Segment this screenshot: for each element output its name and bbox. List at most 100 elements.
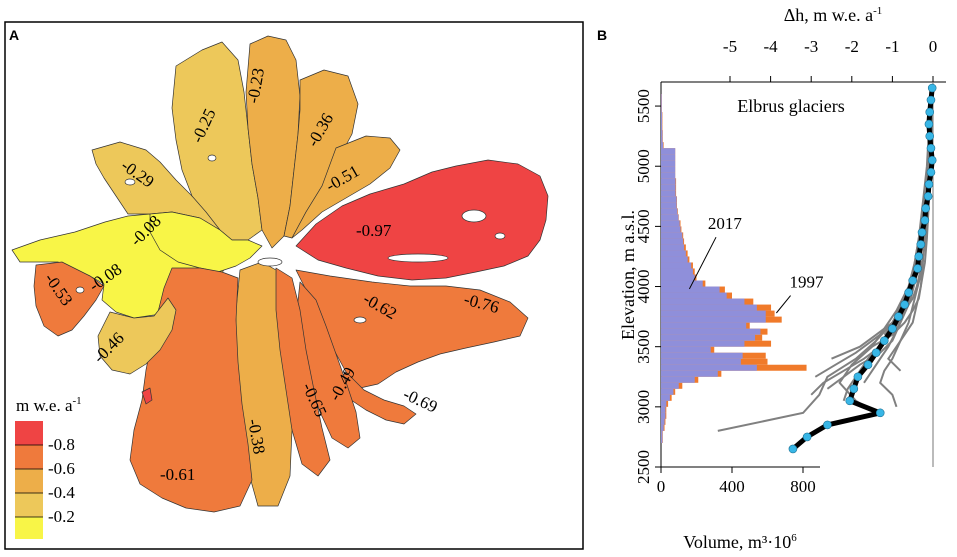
hist-bar-2017 bbox=[661, 430, 663, 437]
profile-line-1 bbox=[717, 93, 932, 432]
hist-bar-2017 bbox=[661, 244, 685, 251]
histogram bbox=[661, 94, 807, 443]
panel-a: A bbox=[4, 21, 584, 550]
hist-bar-2017 bbox=[661, 172, 676, 179]
hist-bar-2017 bbox=[661, 160, 676, 167]
y-axis-title: Elevation, m a.s.l. bbox=[618, 210, 638, 340]
panel-a-letter: A bbox=[9, 27, 19, 43]
annotation-1997-label: 1997 bbox=[790, 273, 825, 292]
annotation-2017-leader bbox=[688, 236, 717, 290]
legend-swatch-04 bbox=[15, 469, 43, 493]
hist-bar-2017 bbox=[661, 292, 727, 299]
top-tick-label: -2 bbox=[845, 37, 859, 56]
mean-profile-point bbox=[916, 240, 926, 249]
hist-bar-2017 bbox=[661, 352, 743, 359]
glacier-n-west bbox=[171, 41, 263, 241]
mean-profile-point bbox=[924, 119, 934, 129]
annotation-2017-label: 2017 bbox=[708, 214, 743, 233]
glacier-west bbox=[97, 297, 177, 375]
mean-profile-point bbox=[863, 360, 873, 370]
top-tick-label: -1 bbox=[885, 37, 899, 56]
hist-bar-2017 bbox=[661, 418, 665, 425]
hist-bar-2017 bbox=[661, 196, 677, 203]
mean-profile-point bbox=[788, 444, 798, 454]
hist-bar-2017 bbox=[661, 310, 766, 317]
mean-profile-point bbox=[920, 216, 930, 225]
hist-bar-2017 bbox=[661, 388, 674, 395]
hist-bar-2017 bbox=[661, 166, 676, 173]
map-label-east: -0.97 bbox=[356, 221, 392, 240]
bottom-ticks: 0 400 800 bbox=[657, 467, 816, 496]
hist-bar-2017 bbox=[661, 316, 766, 323]
hist-bar-2017 bbox=[661, 118, 663, 125]
hist-bar-2017 bbox=[661, 280, 703, 287]
legend-title: m w.e. a-1 bbox=[16, 395, 82, 415]
y-tick-label: 4000 bbox=[634, 270, 653, 304]
hist-bar-2017 bbox=[661, 250, 686, 257]
glacier-sw-red-spot bbox=[141, 387, 153, 405]
hist-bar-2017 bbox=[661, 208, 678, 215]
mean-profile-point bbox=[927, 83, 937, 93]
hist-bar-2017 bbox=[661, 106, 662, 113]
hist-bar-2017 bbox=[661, 136, 663, 143]
legend-label-06: -0.6 bbox=[48, 459, 75, 478]
mean-profile-point bbox=[849, 384, 859, 394]
mean-profile-point bbox=[926, 143, 936, 153]
hist-bar-2017 bbox=[661, 376, 695, 383]
hist-bar-2017 bbox=[661, 214, 679, 221]
top-tick-label: -5 bbox=[723, 37, 737, 56]
mean-profile-line bbox=[791, 87, 935, 451]
y-tick-label: 4500 bbox=[634, 209, 653, 243]
hist-bar-2017 bbox=[661, 154, 676, 161]
hist-bar-2017 bbox=[661, 346, 711, 353]
mean-profile-point bbox=[802, 432, 812, 442]
profile-line-2 bbox=[838, 118, 932, 414]
glacier-center-west bbox=[149, 211, 263, 273]
hist-bar-2017 bbox=[661, 112, 663, 119]
annotations: 2017 1997 bbox=[688, 214, 825, 314]
hist-bar-2017 bbox=[661, 274, 695, 281]
hist-bar-2017 bbox=[661, 322, 747, 329]
mean-profile-point bbox=[927, 155, 937, 165]
hist-bar-2017 bbox=[661, 304, 757, 311]
legend-swatch-02 bbox=[15, 493, 43, 517]
mean-profile-point bbox=[871, 348, 881, 358]
hist-bar-2017 bbox=[661, 364, 757, 371]
hist-bar-2017 bbox=[661, 262, 692, 269]
hist-bar-2017 bbox=[661, 328, 761, 335]
top-tick-label: 0 bbox=[929, 37, 938, 56]
hist-bar-2017 bbox=[661, 286, 720, 293]
mean-profile-point bbox=[925, 107, 935, 117]
top-tick-label: -3 bbox=[804, 37, 818, 56]
chart-title: Elbrus glaciers bbox=[737, 96, 844, 116]
hist-bar-2017 bbox=[661, 406, 666, 413]
mean-profile-point bbox=[845, 396, 855, 406]
y-tick-label: 5500 bbox=[634, 89, 653, 123]
hist-bar-2017 bbox=[661, 184, 676, 191]
top-axis-title: Δh, m w.e. a-1 bbox=[784, 5, 883, 25]
hist-bar-2017 bbox=[661, 178, 676, 185]
mean-profile-point bbox=[925, 131, 935, 141]
hist-bar-2017 bbox=[661, 358, 741, 365]
mean-profile-point bbox=[900, 300, 909, 309]
map-label-southwest: -0.61 bbox=[160, 465, 195, 484]
panel-b-letter: B bbox=[597, 27, 607, 43]
hist-bar-2017 bbox=[661, 226, 681, 233]
hist-bar-2017 bbox=[661, 370, 718, 377]
hist-bar-2017 bbox=[661, 94, 662, 101]
mean-profile-point bbox=[894, 312, 903, 321]
glacier-map bbox=[11, 35, 549, 513]
bottom-tick-label: 800 bbox=[790, 477, 816, 496]
mean-profile-point bbox=[879, 336, 889, 345]
bottom-tick-label: 0 bbox=[657, 477, 666, 496]
hist-bar-2017 bbox=[661, 232, 683, 239]
hist-bar-2017 bbox=[661, 412, 666, 419]
y-ticks: 2500 3000 3500 4000 4500 5000 5500 bbox=[634, 89, 661, 484]
profile-line-8 bbox=[810, 106, 933, 396]
annotation-1997-leader bbox=[775, 295, 791, 314]
mean-profile-point bbox=[875, 408, 885, 418]
hist-bar-2017 bbox=[661, 436, 663, 443]
legend-swatch-08 bbox=[15, 421, 43, 445]
hist-bar-2017 bbox=[661, 148, 676, 155]
y-tick-label: 3000 bbox=[634, 390, 653, 424]
